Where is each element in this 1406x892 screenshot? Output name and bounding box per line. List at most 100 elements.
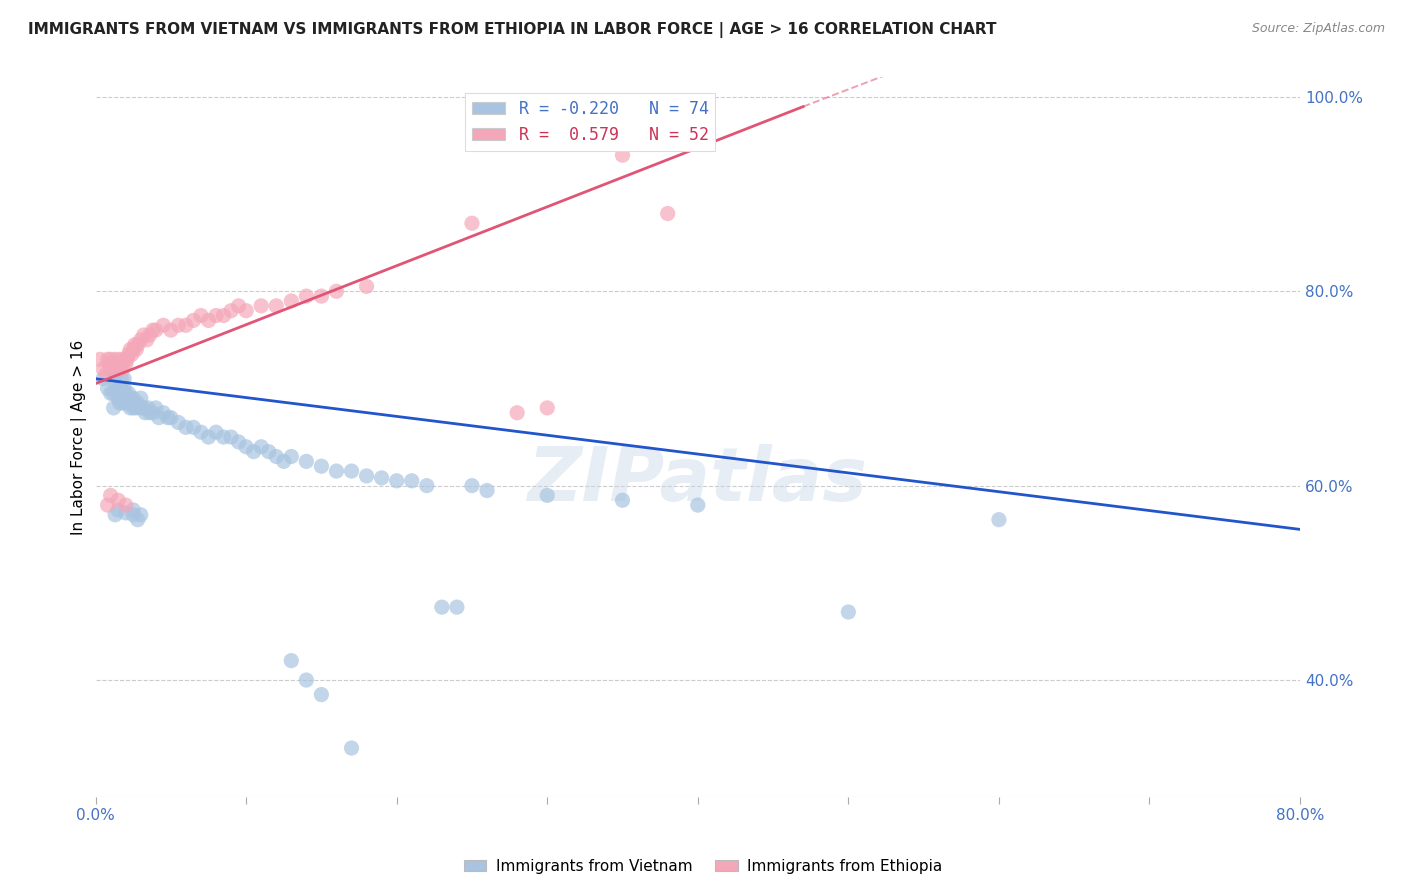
Point (98, 357, 121, 371)
Point (160, 323, 183, 337)
Point (212, 309, 235, 323)
Point (122, 391, 145, 405)
Point (97, 381, 120, 395)
Point (160, 410, 183, 425)
Point (97, 498, 120, 512)
Point (120, 343, 142, 357)
Point (167, 416, 190, 430)
Point (250, 440, 273, 454)
Point (110, 357, 132, 371)
Point (612, 148, 634, 162)
Point (120, 401, 142, 415)
Legend: Immigrants from Vietnam, Immigrants from Ethiopia: Immigrants from Vietnam, Immigrants from… (457, 853, 949, 880)
Point (118, 347, 141, 361)
Point (108, 352, 131, 367)
Point (114, 357, 136, 371)
Point (107, 381, 129, 395)
Point (124, 396, 146, 410)
Point (311, 688, 333, 702)
Point (325, 464, 347, 478)
Point (111, 362, 134, 376)
Point (325, 285, 347, 299)
Point (536, 488, 558, 502)
Point (295, 673, 318, 687)
Point (197, 430, 219, 444)
Point (295, 289, 318, 303)
Point (686, 498, 709, 512)
Point (118, 396, 141, 410)
Point (295, 454, 318, 468)
Point (125, 401, 148, 415)
Point (91, 362, 114, 376)
Point (197, 313, 219, 327)
Point (280, 293, 302, 308)
Point (264, 450, 287, 464)
Point (401, 474, 423, 488)
Point (107, 362, 129, 376)
Point (103, 386, 125, 401)
Point (91, 372, 114, 386)
Point (114, 498, 136, 512)
Point (100, 362, 122, 376)
Point (461, 216, 484, 230)
Point (250, 299, 273, 313)
Point (273, 454, 295, 468)
Point (110, 381, 132, 395)
Point (356, 469, 378, 483)
Point (101, 357, 124, 371)
Point (104, 508, 127, 522)
Point (112, 352, 135, 367)
Point (104, 367, 127, 381)
Point (174, 318, 197, 333)
Point (122, 508, 145, 522)
Point (125, 343, 148, 357)
Point (110, 372, 132, 386)
Point (122, 401, 145, 415)
Point (122, 343, 145, 357)
Point (280, 654, 302, 668)
Point (107, 362, 129, 376)
Point (183, 420, 205, 434)
Point (416, 478, 439, 492)
Point (987, 513, 1010, 527)
Point (461, 478, 484, 492)
Point (212, 430, 235, 444)
Point (100, 488, 122, 502)
Legend: R = -0.220   N = 74, R =  0.579   N = 52: R = -0.220 N = 74, R = 0.579 N = 52 (465, 93, 716, 151)
Point (135, 333, 157, 347)
Point (385, 474, 408, 488)
Point (152, 406, 174, 420)
Point (129, 391, 152, 405)
Point (340, 464, 363, 478)
Point (340, 741, 363, 756)
Point (311, 289, 333, 303)
Point (152, 318, 174, 333)
Point (174, 420, 197, 434)
Point (111, 396, 134, 410)
Point (190, 425, 212, 440)
Point (100, 352, 122, 367)
Point (120, 391, 142, 405)
Point (127, 337, 149, 351)
Point (105, 357, 128, 371)
Point (242, 444, 264, 458)
Point (205, 425, 228, 440)
Point (142, 323, 165, 337)
Point (311, 459, 333, 474)
Y-axis label: In Labor Force | Age > 16: In Labor Force | Age > 16 (72, 340, 87, 534)
Point (219, 303, 242, 318)
Text: Source: ZipAtlas.com: Source: ZipAtlas.com (1251, 22, 1385, 36)
Point (127, 513, 149, 527)
Point (104, 376, 127, 391)
Point (205, 309, 228, 323)
Point (430, 600, 453, 615)
Point (112, 381, 135, 395)
Point (111, 386, 134, 401)
Point (127, 396, 149, 410)
Point (97, 352, 120, 367)
Point (103, 401, 125, 415)
Point (124, 337, 146, 351)
Point (100, 362, 122, 376)
Point (356, 279, 378, 293)
Point (115, 352, 138, 367)
